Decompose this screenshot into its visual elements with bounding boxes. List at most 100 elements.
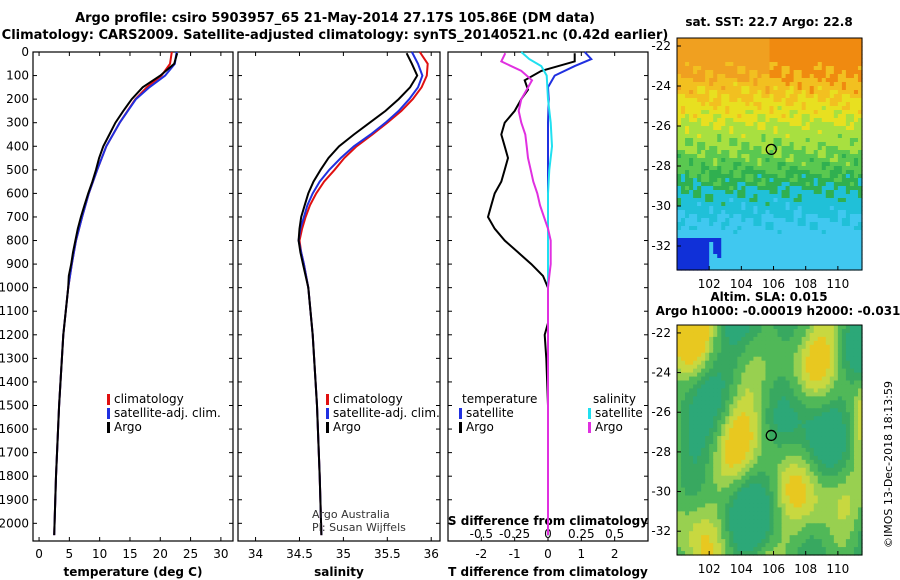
map-cell [681,150,686,155]
map-cell [729,82,734,87]
map-cell [833,459,839,465]
map-cell [809,348,815,354]
y-tick-label: 0 [21,45,29,59]
map-cell [709,230,714,235]
map-cell [721,479,726,485]
map-cell [749,258,755,263]
map-cell [753,491,759,497]
map-cell [785,432,791,437]
map-cell [841,246,847,251]
map-cell [701,368,706,374]
map-cell [749,368,755,374]
map-cell [757,459,763,465]
map-cell [709,38,714,43]
map-cell [837,210,843,215]
map-cell [745,356,750,362]
map-cell [789,202,795,207]
map-cell [713,396,718,401]
map-cell [725,190,730,195]
map-cell [813,344,819,350]
map-cell [837,98,843,103]
map-cell [705,384,710,390]
map-cell [853,348,859,354]
map-cell [777,336,783,342]
map-cell [733,126,738,131]
map-cell [709,126,714,131]
map-cell [805,166,811,171]
map-cell [725,376,730,382]
map-cell [737,198,742,203]
map-cell [781,360,787,366]
map-cell [705,364,710,370]
map-cell [813,467,819,473]
map-cell [793,250,799,255]
map-cell [685,42,690,47]
map-cell [725,238,730,243]
map-cell [741,102,746,107]
map-cell [829,467,835,473]
map-cell [825,42,831,47]
map-cell [765,114,771,119]
map-cell [717,70,722,75]
map-cell [697,210,702,215]
map-cell [845,408,851,413]
map-cell [713,440,718,445]
legend-label: Argo [466,420,494,434]
map-cell [729,154,734,159]
map-cell [801,380,807,386]
map-cell [853,340,859,346]
map-cell [769,86,775,91]
map-cell [785,190,791,195]
map-cell [825,62,831,67]
map-cell [761,182,767,187]
map-cell [725,234,730,239]
map-cell [809,332,815,338]
map-cell [821,420,827,425]
map-cell [689,325,694,330]
map-cell [841,412,847,417]
map-cell [705,396,710,401]
map-cell [821,222,827,227]
map-cell [789,360,795,366]
map-cell [837,238,843,243]
map-cell [693,368,698,374]
map-cell [797,499,803,505]
map-cell [801,420,807,425]
map-cell [757,463,763,469]
map-cell [805,198,811,203]
map-cell [813,336,819,342]
y-tick-label: 1300 [0,351,29,365]
map-cell [733,114,738,119]
map-cell [709,412,714,417]
map-cell [749,46,755,51]
map-cell [685,78,690,83]
map-cell [841,166,847,171]
map-cell [765,90,771,95]
map-cell [709,408,714,413]
map-cell [769,38,775,43]
map-cell [797,340,803,346]
map-cell [745,392,750,397]
map-cell [797,368,803,374]
map-cell [809,198,815,203]
map-cell [685,106,690,111]
map-cell [753,150,759,155]
map-cell [773,451,779,457]
map-cell [725,471,730,477]
map-cell [689,428,694,433]
map-cell [785,388,791,394]
map-cell [809,491,815,497]
map-cell [689,146,694,151]
map-cell [677,118,682,123]
map-cell [853,54,859,59]
map-cell [785,246,791,251]
map-cell [729,262,734,267]
map-cell [681,102,686,107]
map-cell [705,258,710,263]
map-cell [833,491,839,497]
map-cell [837,90,843,95]
map-cell [725,392,730,397]
map-cell [753,182,759,187]
map-cell [781,440,787,445]
map-cell [821,90,827,95]
